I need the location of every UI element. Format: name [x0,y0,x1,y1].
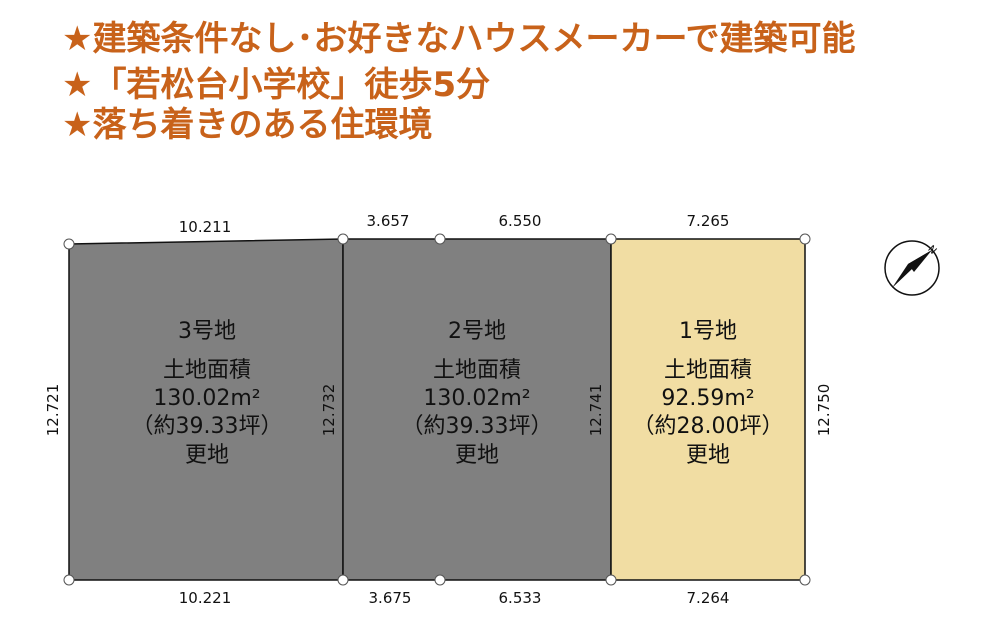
dimension-side: 12.732 [320,384,338,437]
lot-area: 130.02m² [423,386,530,411]
compass: N [884,240,940,296]
lot-area-label: 土地面積 [664,358,752,383]
dimension-side: 12.741 [587,384,605,437]
lot-name: 2号地 [448,319,506,344]
dimension-side: 12.750 [815,384,833,437]
lot-name: 3号地 [178,319,236,344]
dimension-side: 12.721 [44,384,62,437]
lot-area-label: 土地面積 [163,358,251,383]
lot-status: 更地 [455,443,499,468]
dimension-top: 7.265 [687,212,730,230]
lot-area: 130.02m² [153,386,260,411]
boundary-markers [63,233,811,586]
lot-tsubo: （約28.00坪） [633,414,784,439]
dimension-bottom: 3.675 [369,589,412,607]
dimension-bottom: 10.221 [179,589,232,607]
lot-tsubo: （約39.33坪） [402,414,553,439]
dimension-top: 3.657 [367,212,410,230]
lot-status: 更地 [686,443,730,468]
headline: ★「若松台小学校」徒歩5分 [62,65,490,105]
dimension-bottom: 6.533 [499,589,542,607]
lot-area: 92.59m² [661,386,754,411]
lot-area-label: 土地面積 [433,358,521,383]
dimension-top: 10.211 [179,218,232,236]
headline: ★落ち着きのある住環境 [62,105,432,145]
headline: ★建築条件なし･お好きなハウスメーカーで建築可能 [62,19,855,59]
lot-name: 1号地 [679,319,737,344]
lot-status: 更地 [185,443,229,468]
dimension-bottom: 7.264 [687,589,730,607]
dimension-top: 6.550 [499,212,542,230]
lot-tsubo: （約39.33坪） [132,414,283,439]
